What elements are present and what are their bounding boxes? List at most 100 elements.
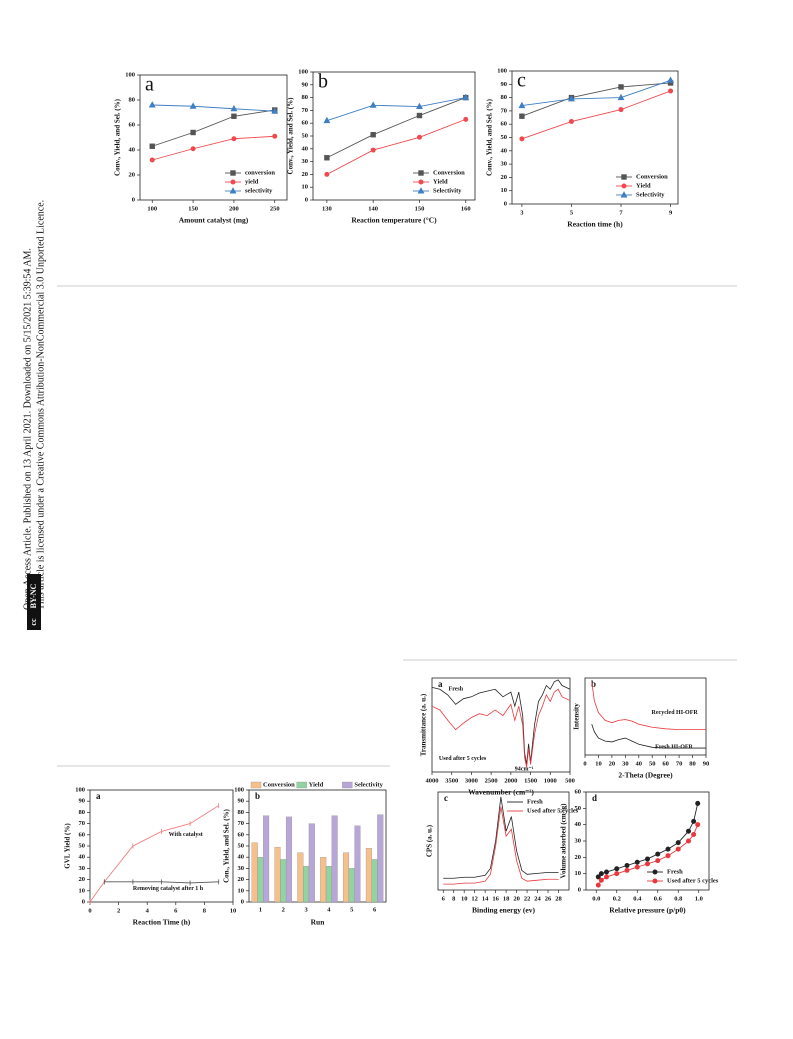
plot-frame [584, 677, 707, 756]
legend-marker [230, 170, 236, 176]
marker [655, 851, 661, 857]
license-badge: cc BY-NC [27, 574, 41, 630]
y-tick-label: 50 [79, 842, 86, 849]
plot-frame [437, 791, 570, 891]
marker [675, 840, 681, 846]
legend-label: Conversion [263, 781, 295, 788]
y-tick-label: 90 [238, 798, 245, 805]
x-tick-label: 8 [452, 895, 456, 902]
x-tick-label: 6 [373, 906, 377, 913]
x-tick-label: 6 [442, 895, 446, 902]
y-axis-label: Conv., Yield, and Sel. (%) [287, 97, 295, 175]
y-tick-label: 0 [578, 886, 581, 893]
marker [675, 846, 681, 852]
legend-label: Fresh [667, 868, 683, 875]
y-tick-label: 70 [302, 107, 309, 114]
y-tick-label: 80 [501, 94, 508, 101]
legend-label: Selectivity [636, 191, 665, 198]
x-axis-label: Binding energy (ev) [472, 906, 535, 915]
x-tick-label: 16 [492, 895, 499, 902]
series-line [591, 724, 706, 749]
marker [370, 132, 376, 138]
y-tick-label: 10 [575, 870, 582, 877]
y-tick-label: 80 [129, 96, 136, 103]
x-tick-label: 12 [471, 895, 478, 902]
y-tick-label: 70 [79, 820, 86, 827]
x-tick-label: 150 [188, 205, 198, 212]
series-label: Used after 5 cycles [439, 756, 487, 762]
marker [272, 133, 278, 139]
y-axis-label: Intensity [573, 703, 581, 730]
y-axis-label: Volume adsorbed (cm³/g) [560, 803, 568, 879]
x-tick-label: 28 [555, 895, 562, 902]
series-label: Fresh HI-OFR [655, 745, 693, 751]
x-tick-label: 500 [565, 777, 575, 784]
y-tick-label: 40 [302, 145, 309, 152]
x-tick-label: 3 [304, 906, 308, 913]
marker [369, 101, 377, 108]
marker [695, 822, 701, 828]
marker [323, 116, 331, 124]
series-label: Fresh [449, 687, 464, 693]
y-tick-label: 20 [302, 171, 309, 178]
marker [370, 147, 376, 153]
y-tick-label: 100 [75, 786, 85, 793]
bar [348, 868, 355, 903]
marker [519, 113, 525, 119]
x-tick-label: 0.2 [613, 895, 621, 902]
bar [354, 825, 361, 903]
x-tick-label: 14 [482, 895, 489, 902]
y-axis-label: Con., Yield, and Sel. (%) [223, 808, 231, 882]
x-tick-label: 22 [524, 895, 531, 902]
sidebar-line: This article is licensed under a Creativ… [35, 200, 46, 610]
bar [343, 852, 350, 903]
bar [308, 823, 315, 903]
marker [568, 119, 574, 125]
series-line [521, 90, 671, 140]
marker [149, 157, 155, 163]
x-tick-label: 30 [622, 760, 629, 767]
x-tick-label: 250 [270, 205, 280, 212]
x-tick-label: 20 [609, 760, 616, 767]
y-tick-label: 60 [501, 121, 508, 128]
x-tick-label: 3000 [465, 777, 478, 784]
marker [614, 871, 620, 877]
y-tick-label: 100 [497, 67, 507, 74]
series-line [152, 109, 275, 147]
x-tick-label: 80 [689, 760, 696, 767]
marker [686, 838, 691, 844]
marker [604, 874, 609, 880]
marker [189, 102, 197, 109]
marker [231, 113, 237, 119]
legend-label: Yield [433, 178, 448, 185]
marker [624, 867, 630, 873]
series-line [89, 805, 219, 903]
legend-label: Selectivity [433, 187, 462, 194]
x-tick-label: 0 [88, 907, 91, 914]
panel-label: a [145, 74, 154, 96]
y-axis-label: CPS (a. u.) [426, 824, 434, 857]
series-line [152, 135, 275, 161]
legend-label: Used after 5 cycles [527, 807, 579, 814]
x-tick-label: 6 [174, 907, 178, 914]
bar [371, 859, 378, 903]
x-tick-label: 24 [534, 895, 541, 902]
y-axis-label: GVL Yield (%) [64, 823, 72, 869]
y-tick-label: 20 [79, 876, 86, 883]
legend-label: Used after 5 cycles [667, 877, 719, 884]
x-tick-label: 10 [595, 760, 602, 767]
y-axis-label: Transmittance (a. u.) [420, 693, 428, 756]
marker [598, 877, 604, 883]
x-tick-label: 60 [662, 760, 669, 767]
x-tick-label: 5 [350, 906, 354, 913]
x-tick-label: 3500 [445, 777, 458, 784]
x-tick-label: 150 [415, 205, 425, 212]
y-tick-label: 0 [241, 898, 244, 905]
x-tick-label: 4000 [426, 777, 439, 784]
marker [416, 102, 423, 110]
x-tick-label: 0 [583, 760, 586, 767]
x-tick-label: 100 [147, 205, 157, 212]
series-label: With catalyst [169, 832, 203, 838]
legend-label: Conversion [433, 169, 465, 176]
